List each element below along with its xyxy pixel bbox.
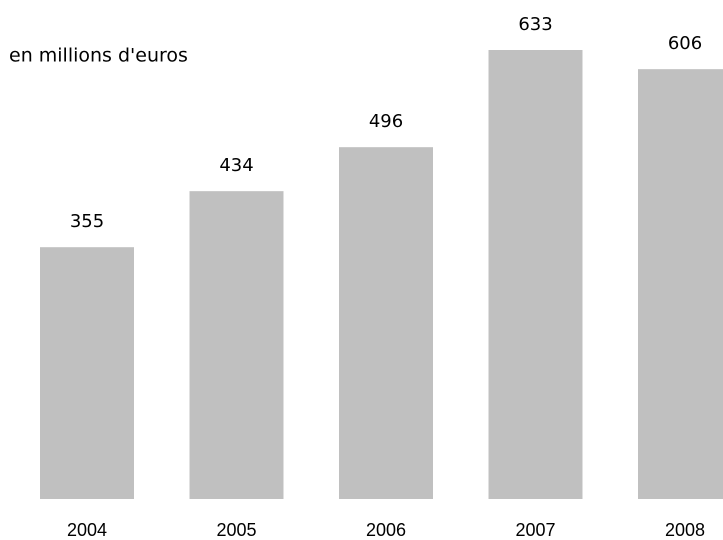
bar bbox=[189, 191, 284, 499]
bar bbox=[488, 50, 583, 499]
chart-subtitle: en millions d'euros bbox=[9, 45, 188, 67]
value-label: 633 bbox=[518, 14, 552, 35]
bar bbox=[40, 247, 134, 499]
x-tick-label: 2007 bbox=[515, 520, 555, 540]
x-tick-label: 2005 bbox=[216, 520, 256, 540]
value-label: 355 bbox=[70, 211, 104, 232]
value-label: 434 bbox=[219, 155, 253, 176]
bar bbox=[638, 69, 723, 499]
value-label: 606 bbox=[668, 33, 702, 54]
x-tick-label: 2004 bbox=[67, 520, 107, 540]
x-tick-label: 2008 bbox=[665, 520, 705, 540]
bar bbox=[339, 147, 433, 499]
x-tick-label: 2006 bbox=[366, 520, 406, 540]
value-label: 496 bbox=[369, 111, 403, 132]
